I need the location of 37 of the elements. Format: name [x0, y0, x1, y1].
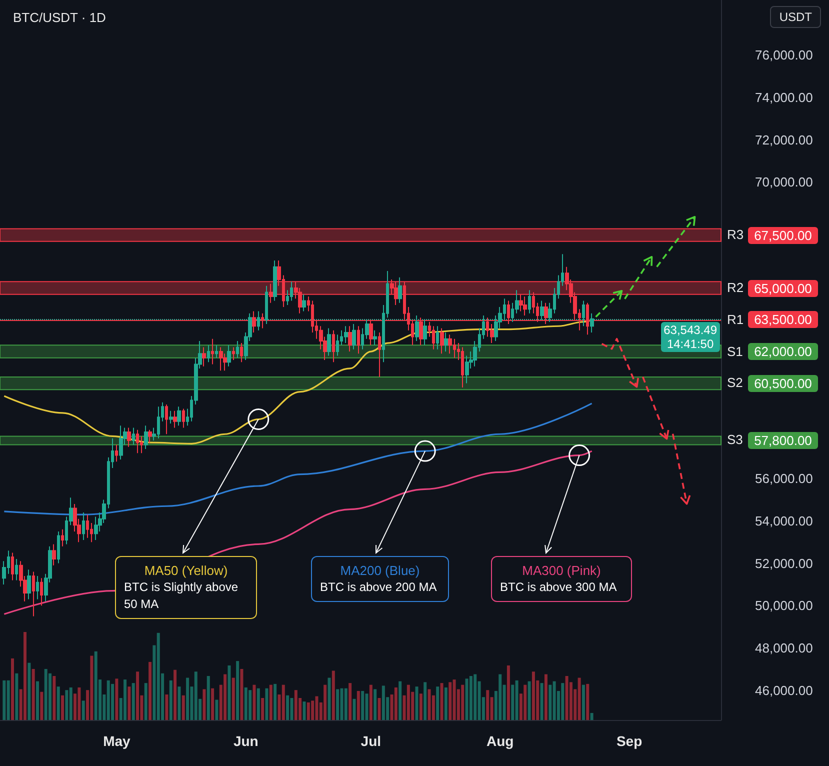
y-tick-label: 56,000.00: [755, 471, 813, 486]
y-tick-label: 60,500.00: [748, 374, 818, 392]
y-axis-title: USDT: [770, 6, 821, 28]
band-label: S1: [727, 344, 743, 359]
y-tick-label: 50,000.00: [755, 598, 813, 614]
annotation: MA200 (Blue): [339, 562, 421, 579]
y-tick-label: 62,000.00: [748, 343, 818, 360]
y-tick-label: 72,000.00: [755, 132, 813, 148]
band-label: S3: [727, 432, 743, 448]
x-tick-label: Aug: [486, 733, 514, 749]
annotation: MA50 (Yellow): [143, 562, 229, 579]
x-tick-label: Sep: [616, 733, 642, 749]
x-tick-label: Jul: [360, 733, 382, 749]
y-tick-label: 70,000.00: [755, 174, 813, 190]
annotation: BTC is Slightly above 50 MA: [124, 580, 238, 611]
text: BTC/USDT · 1D: [13, 10, 106, 25]
band-label: R3: [727, 227, 744, 242]
band-label: S2: [727, 375, 743, 390]
y-tick-label: 46,000.00: [755, 682, 813, 698]
annotation: BTC is above 200 MA: [320, 580, 437, 594]
y-tick-label: 57,800.00: [748, 432, 818, 449]
band-label: R2: [727, 280, 744, 295]
annotation: MA300 (Pink): [521, 562, 602, 579]
ref-line-label: 63,543.49: [664, 322, 717, 337]
ref-line-label: R1: [727, 312, 744, 327]
y-tick-label: 65,000.00: [748, 280, 818, 296]
y-tick-label: 63,500.00: [748, 311, 818, 328]
y-tick-label: 74,000.00: [755, 90, 813, 105]
y-tick-label: 76,000.00: [755, 48, 813, 63]
y-tick-label: 52,000.00: [755, 556, 813, 571]
annotation: 14:41:50: [666, 336, 715, 351]
annotation: BTC is above 300 MA: [500, 580, 617, 594]
y-tick-label: 67,500.00: [748, 226, 818, 244]
x-tick-label: Jun: [233, 733, 258, 749]
y-tick-label: 48,000.00: [755, 640, 813, 656]
y-tick-label: 54,000.00: [755, 513, 813, 528]
x-tick-label: May: [103, 733, 131, 749]
